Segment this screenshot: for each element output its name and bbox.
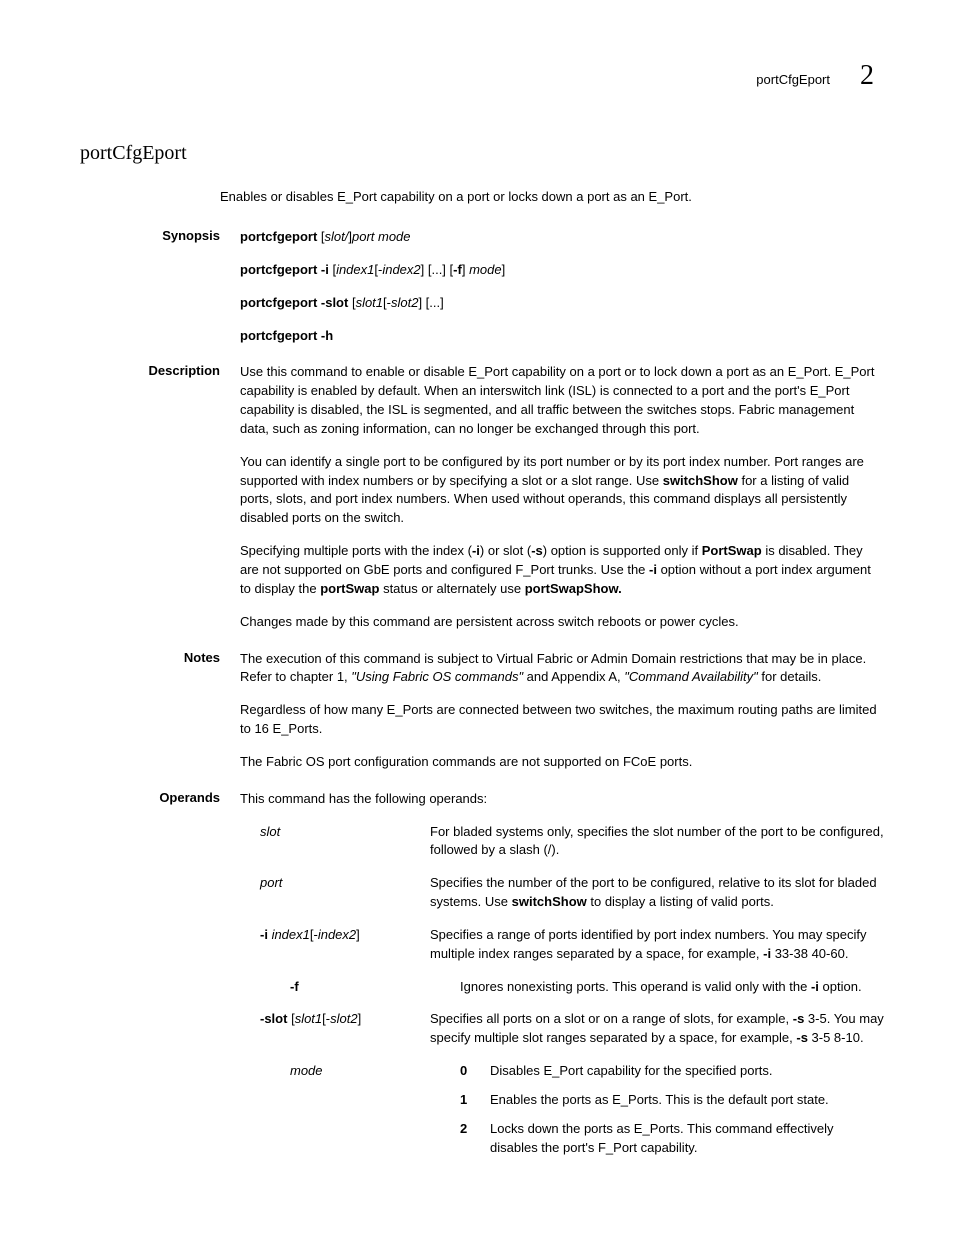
- operand-definition: 0Disables E_Port capability for the spec…: [460, 1062, 884, 1167]
- synopsis-body: portcfgeport [slot/]port mode portcfgepor…: [240, 228, 884, 345]
- operand-term: -f: [240, 978, 460, 997]
- mode-number: 0: [460, 1062, 490, 1081]
- intro-text: Enables or disables E_Port capability on…: [220, 189, 884, 204]
- description-paragraph: Specifying multiple ports with the index…: [240, 542, 884, 599]
- operand-term: -slot [slot1[-slot2]: [240, 1010, 430, 1048]
- mode-number: 1: [460, 1091, 490, 1110]
- operands-label: Operands: [80, 790, 240, 1182]
- mode-row: 1Enables the ports as E_Ports. This is t…: [460, 1091, 884, 1110]
- description-section: Description Use this command to enable o…: [80, 363, 884, 631]
- synopsis-line: portcfgeport [slot/]port mode: [240, 228, 884, 247]
- operand-definition: Specifies the number of the port to be c…: [430, 874, 884, 912]
- mode-row: 2Locks down the ports as E_Ports. This c…: [460, 1120, 884, 1158]
- synopsis-label: Synopsis: [80, 228, 240, 345]
- operand-term: port: [240, 874, 430, 912]
- operands-section: Operands This command has the following …: [80, 790, 884, 1182]
- operand-term: -i index1[-index2]: [240, 926, 430, 964]
- description-body: Use this command to enable or disable E_…: [240, 363, 884, 631]
- operand-definition: Specifies a range of ports identified by…: [430, 926, 884, 964]
- operand-term: slot: [240, 823, 430, 861]
- synopsis-section: Synopsis portcfgeport [slot/]port modepo…: [80, 228, 884, 345]
- mode-row: 0Disables E_Port capability for the spec…: [460, 1062, 884, 1081]
- mode-number: 2: [460, 1120, 490, 1158]
- synopsis-line: portcfgeport -slot [slot1[-slot2] [...]: [240, 294, 884, 313]
- notes-paragraph: The Fabric OS port configuration command…: [240, 753, 884, 772]
- mode-text: Locks down the ports as E_Ports. This co…: [490, 1120, 884, 1158]
- notes-section: Notes The execution of this command is s…: [80, 650, 884, 772]
- mode-text: Enables the ports as E_Ports. This is th…: [490, 1091, 884, 1110]
- header-chapter: 2: [860, 60, 874, 92]
- operand-row: mode0Disables E_Port capability for the …: [240, 1062, 884, 1167]
- description-paragraph: You can identify a single port to be con…: [240, 453, 884, 528]
- description-paragraph: Use this command to enable or disable E_…: [240, 363, 884, 438]
- description-label: Description: [80, 363, 240, 631]
- operand-definition: Ignores nonexisting ports. This operand …: [460, 978, 884, 997]
- description-paragraph: Changes made by this command are persist…: [240, 613, 884, 632]
- notes-paragraph: The execution of this command is subject…: [240, 650, 884, 688]
- operands-body: This command has the following operands:…: [240, 790, 884, 1182]
- synopsis-line: portcfgeport -h: [240, 327, 884, 346]
- notes-label: Notes: [80, 650, 240, 772]
- operand-row: -slot [slot1[-slot2]Specifies all ports …: [240, 1010, 884, 1048]
- notes-body: The execution of this command is subject…: [240, 650, 884, 772]
- page: portCfgEport 2 portCfgEport Enables or d…: [0, 0, 954, 1254]
- operand-row: portSpecifies the number of the port to …: [240, 874, 884, 912]
- operand-row: -fIgnores nonexisting ports. This operan…: [240, 978, 884, 997]
- operand-row: -i index1[-index2]Specifies a range of p…: [240, 926, 884, 964]
- operand-definition: Specifies all ports on a slot or on a ra…: [430, 1010, 884, 1048]
- notes-paragraph: Regardless of how many E_Ports are conne…: [240, 701, 884, 739]
- operand-definition: For bladed systems only, specifies the s…: [430, 823, 884, 861]
- page-header: portCfgEport 2: [80, 60, 884, 92]
- page-title: portCfgEport: [80, 142, 884, 165]
- header-label: portCfgEport: [756, 72, 830, 87]
- synopsis-line: portcfgeport -i [index1[-index2] [...] […: [240, 261, 884, 280]
- operand-row: slotFor bladed systems only, specifies t…: [240, 823, 884, 861]
- operands-intro: This command has the following operands:: [240, 790, 884, 809]
- mode-text: Disables E_Port capability for the speci…: [490, 1062, 884, 1081]
- operand-term: mode: [240, 1062, 460, 1167]
